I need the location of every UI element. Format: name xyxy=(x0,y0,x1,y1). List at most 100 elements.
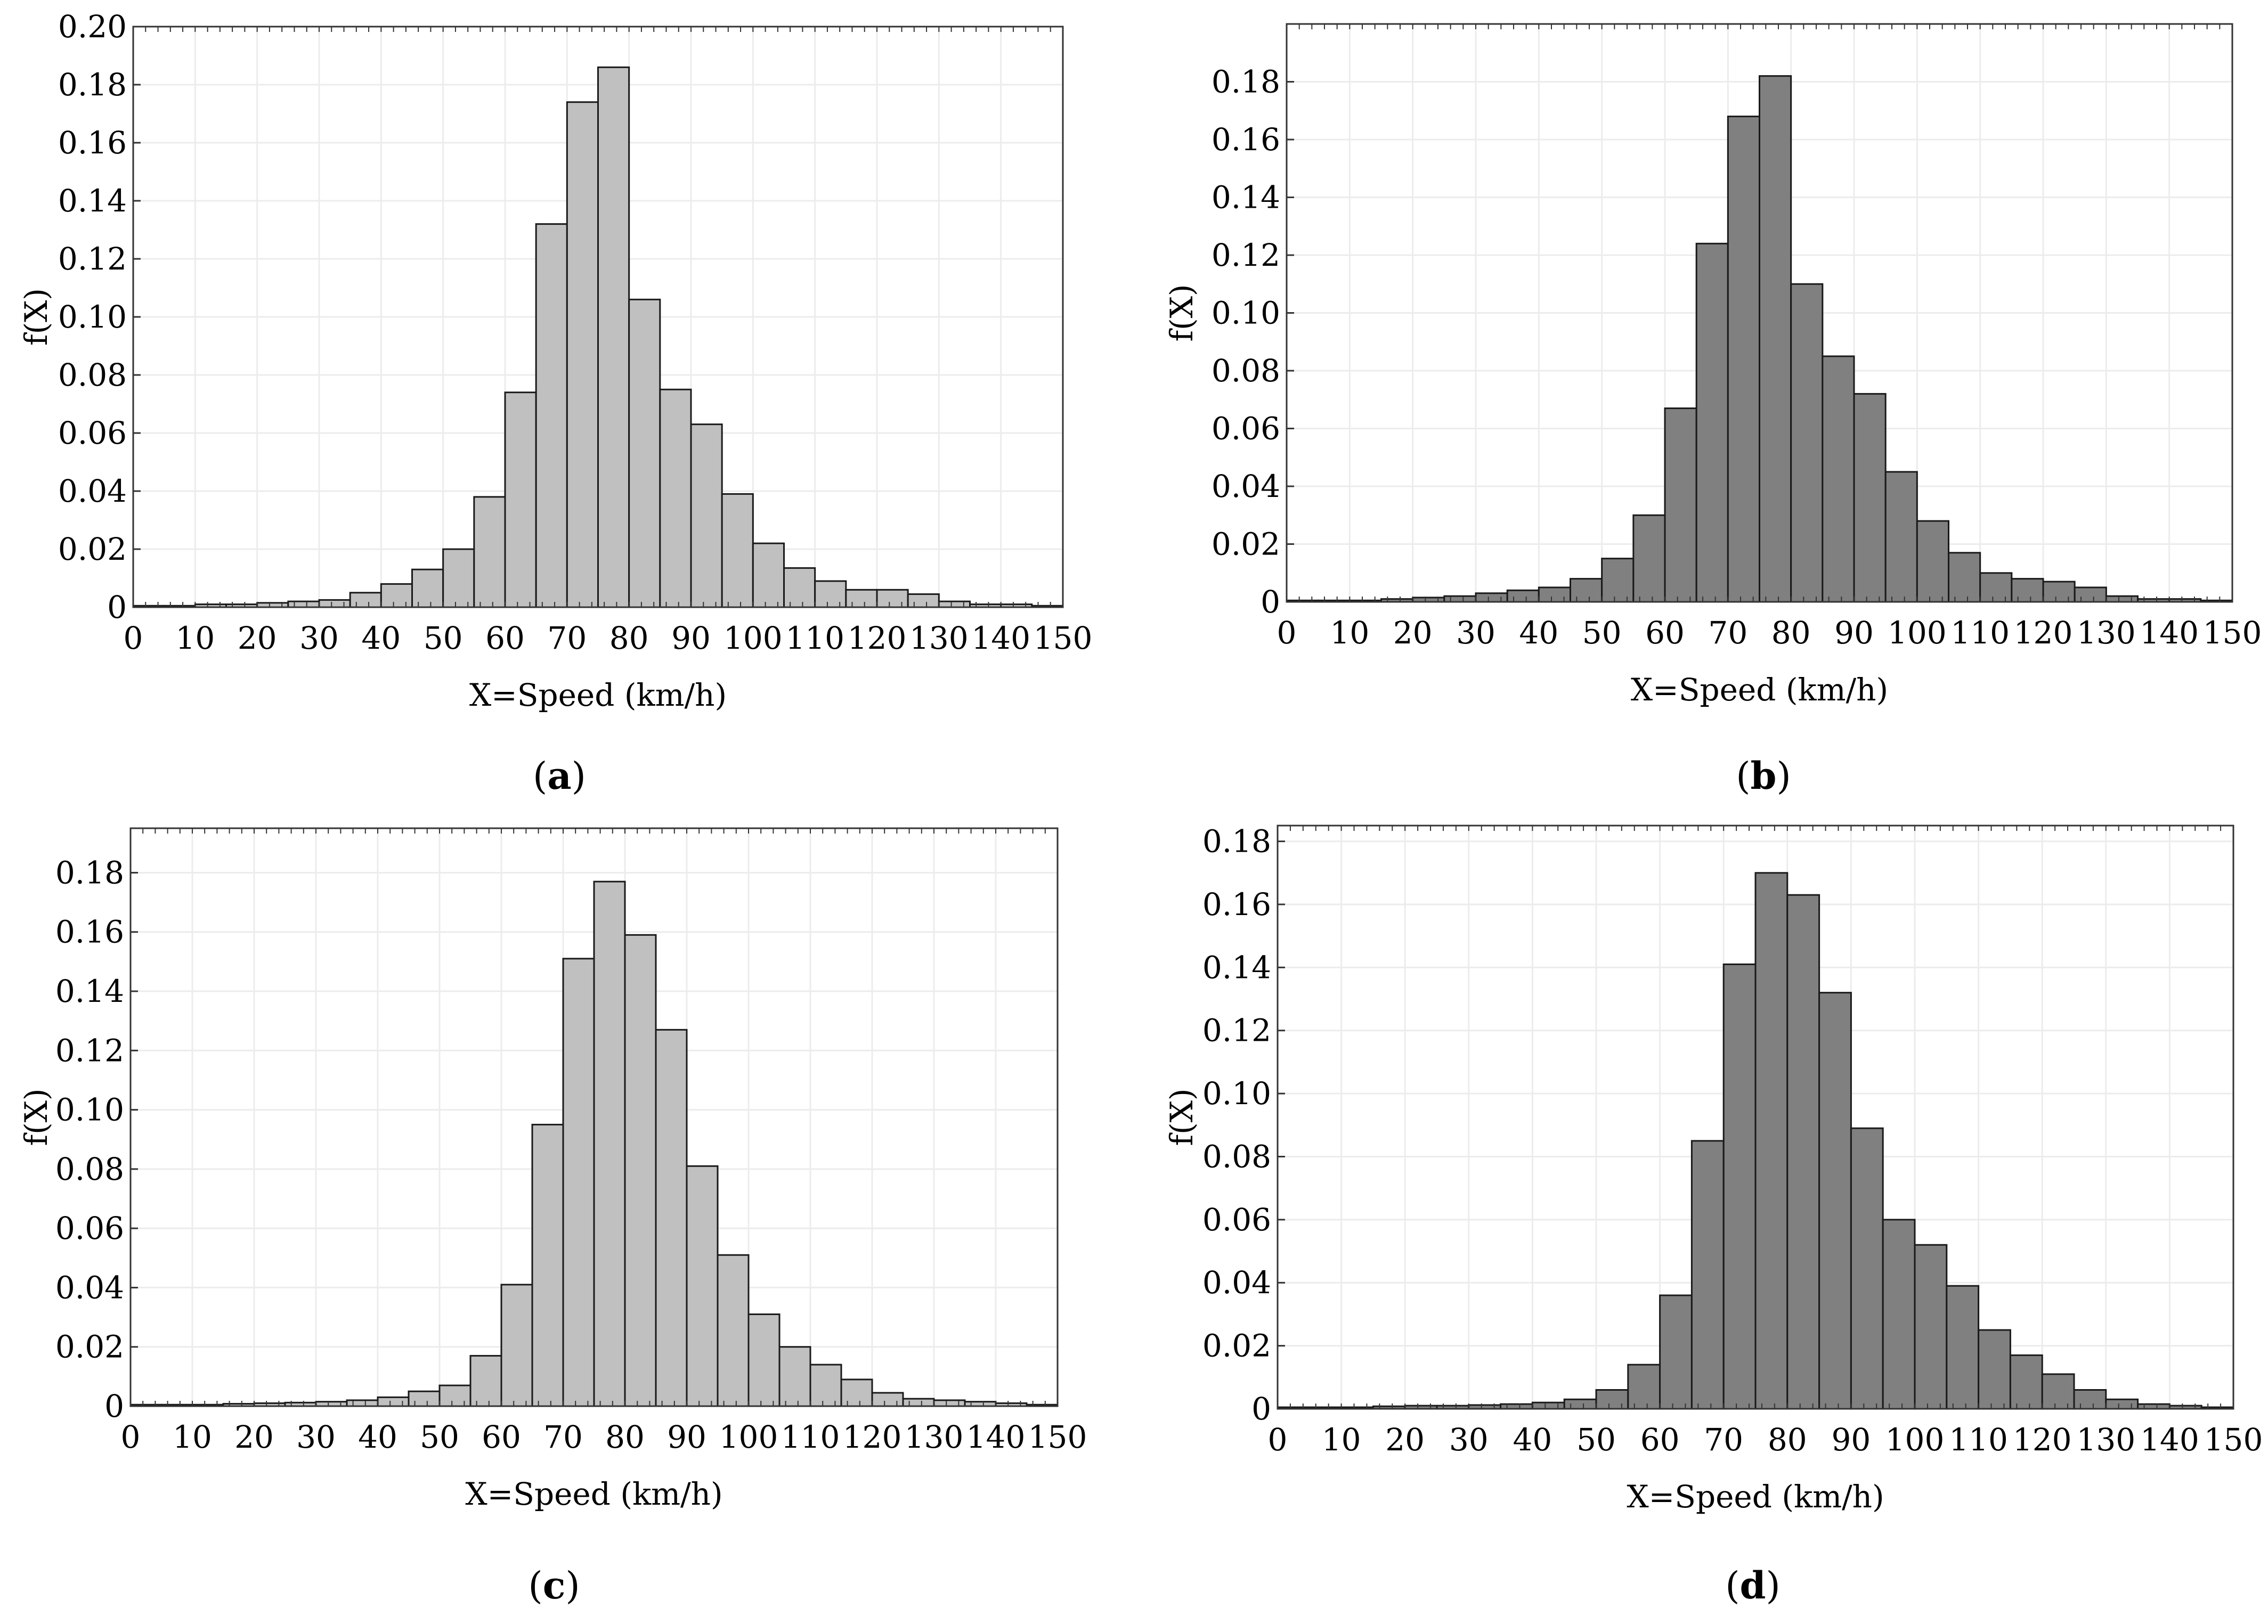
bar-a-7 xyxy=(349,592,382,608)
bar-b-6 xyxy=(1475,592,1508,603)
y-tick-label-a-0: 0 xyxy=(107,589,127,625)
caption-d-open: ( xyxy=(1725,1564,1740,1607)
bar-a-12 xyxy=(504,391,537,608)
bar-d-18 xyxy=(1850,1127,1884,1410)
bar-b-15 xyxy=(1759,75,1792,603)
x-tick-label-c-120: 120 xyxy=(843,1419,902,1455)
y-tick-label-d-9: 0.18 xyxy=(1202,823,1271,860)
x-tick-label-d-100: 100 xyxy=(1885,1422,1945,1458)
y-tick-label-a-8: 0.16 xyxy=(58,125,127,161)
x-tick-label-c-100: 100 xyxy=(719,1419,778,1455)
bar-a-20 xyxy=(752,542,785,608)
x-tick-label-c-40: 40 xyxy=(358,1419,397,1455)
bar-a-13 xyxy=(535,223,568,608)
x-tick-label-b-120: 120 xyxy=(2014,615,2073,651)
x-tick-label-c-140: 140 xyxy=(966,1419,1026,1455)
bar-c-13 xyxy=(531,1123,564,1407)
caption-d-letter: d xyxy=(1739,1563,1766,1607)
bar-b-14 xyxy=(1727,116,1761,603)
x-tick-label-b-70: 70 xyxy=(1708,615,1747,651)
bar-c-21 xyxy=(778,1346,811,1407)
bar-c-26 xyxy=(933,1399,966,1407)
bar-a-10 xyxy=(442,548,475,608)
bar-d-19 xyxy=(1882,1219,1916,1410)
bar-b-25 xyxy=(2074,586,2107,603)
bars-d xyxy=(1277,872,2234,1410)
bar-a-19 xyxy=(721,493,754,608)
bar-a-5 xyxy=(287,600,320,608)
chart-panel-d: 0 10 20 30 40 50 60 70 80 90 100 110 120 130 140 150 0 0.… xyxy=(1145,810,2264,1545)
bar-c-22 xyxy=(809,1364,842,1407)
x-tick-label-a-130: 130 xyxy=(909,620,969,656)
bar-d-25 xyxy=(2073,1389,2107,1410)
y-tick-label-d-4: 0.08 xyxy=(1202,1138,1271,1174)
bar-c-17 xyxy=(655,1029,688,1407)
x-tick-label-b-80: 80 xyxy=(1771,615,1811,651)
x-tick-label-c-50: 50 xyxy=(420,1419,459,1455)
bar-b-11 xyxy=(1632,514,1666,603)
y-tick-label-c-3: 0.06 xyxy=(55,1210,124,1246)
x-tick-label-d-150: 150 xyxy=(2204,1422,2263,1458)
y-tick-label-a-1: 0.02 xyxy=(58,531,127,567)
x-axis-label-b: X=Speed (km/h) xyxy=(1631,672,1888,708)
y-tick-label-a-9: 0.18 xyxy=(58,67,127,103)
bar-d-10 xyxy=(1595,1389,1629,1410)
x-tick-label-d-0: 0 xyxy=(1268,1422,1288,1458)
bar-a-18 xyxy=(690,423,723,608)
y-tick-label-b-4: 0.08 xyxy=(1212,353,1280,389)
y-tick-label-c-1: 0.02 xyxy=(55,1329,124,1365)
bar-a-25 xyxy=(907,593,940,608)
x-tick-label-c-110: 110 xyxy=(781,1419,840,1455)
caption-a: (a) xyxy=(479,754,639,798)
bar-c-8 xyxy=(377,1396,410,1407)
chart-panel-b: 0 10 20 30 40 50 60 70 80 90 100 110 120 130 140 150 0 0.… xyxy=(1145,0,2264,735)
x-tick-label-a-20: 20 xyxy=(238,620,277,656)
bar-b-19 xyxy=(1884,471,1918,603)
bar-a-17 xyxy=(659,388,692,608)
bar-d-14 xyxy=(1722,963,1757,1410)
y-tick-label-c-2: 0.04 xyxy=(55,1269,124,1305)
bar-d-9 xyxy=(1563,1398,1597,1410)
bar-c-20 xyxy=(747,1313,781,1407)
x-tick-label-b-110: 110 xyxy=(1950,615,2010,651)
x-ticks-a: 0 10 20 30 40 50 60 70 80 90 100 110 120 130 140 150 xyxy=(124,620,1093,656)
x-tick-label-d-70: 70 xyxy=(1704,1422,1743,1458)
x-tick-label-b-90: 90 xyxy=(1834,615,1874,651)
bar-d-26 xyxy=(2105,1398,2139,1410)
plot-frame-d xyxy=(1277,825,2234,1410)
plot-frame-c xyxy=(129,827,1059,1407)
y-tick-label-c-7: 0.14 xyxy=(55,973,124,1009)
chart-a-svg: 0 10 20 30 40 50 60 70 80 90 100 110 120 130 140 150 0 0.… xyxy=(18,9,1093,713)
bars-b xyxy=(1286,75,2233,603)
y-tick-label-b-7: 0.14 xyxy=(1212,179,1280,216)
x-tick-label-b-60: 60 xyxy=(1645,615,1685,651)
x-tick-label-c-30: 30 xyxy=(296,1419,336,1455)
x-tick-label-d-110: 110 xyxy=(1949,1422,2008,1458)
y-tick-label-a-5: 0.10 xyxy=(58,299,127,335)
bar-b-23 xyxy=(2011,578,2044,603)
y-tick-label-b-2: 0.04 xyxy=(1212,468,1280,504)
y-tick-label-d-0: 0 xyxy=(1251,1391,1271,1427)
bar-a-6 xyxy=(318,599,351,608)
x-tick-label-b-40: 40 xyxy=(1519,615,1558,651)
bar-b-22 xyxy=(1979,572,2013,603)
bar-a-23 xyxy=(845,589,878,608)
caption-c-close: ) xyxy=(565,1564,580,1607)
y-tick-label-d-7: 0.14 xyxy=(1202,949,1271,985)
bar-d-22 xyxy=(1978,1329,2011,1410)
x-tick-label-a-90: 90 xyxy=(671,620,711,656)
bar-c-11 xyxy=(469,1354,502,1407)
minor-ticks-b xyxy=(1286,24,2233,602)
x-tick-label-b-30: 30 xyxy=(1456,615,1495,651)
y-tick-label-d-6: 0.12 xyxy=(1202,1013,1271,1049)
y-tick-label-c-9: 0.18 xyxy=(55,854,124,891)
bar-c-10 xyxy=(438,1384,472,1407)
bar-c-19 xyxy=(717,1254,750,1407)
y-axis-label-a: f(X) xyxy=(18,288,54,346)
y-tick-label-c-5: 0.10 xyxy=(55,1092,124,1128)
x-tick-label-c-10: 10 xyxy=(173,1419,212,1455)
bar-b-12 xyxy=(1664,407,1697,603)
bar-b-13 xyxy=(1695,242,1729,603)
bar-a-14 xyxy=(566,101,599,608)
x-axis-label-a: X=Speed (km/h) xyxy=(469,677,727,713)
